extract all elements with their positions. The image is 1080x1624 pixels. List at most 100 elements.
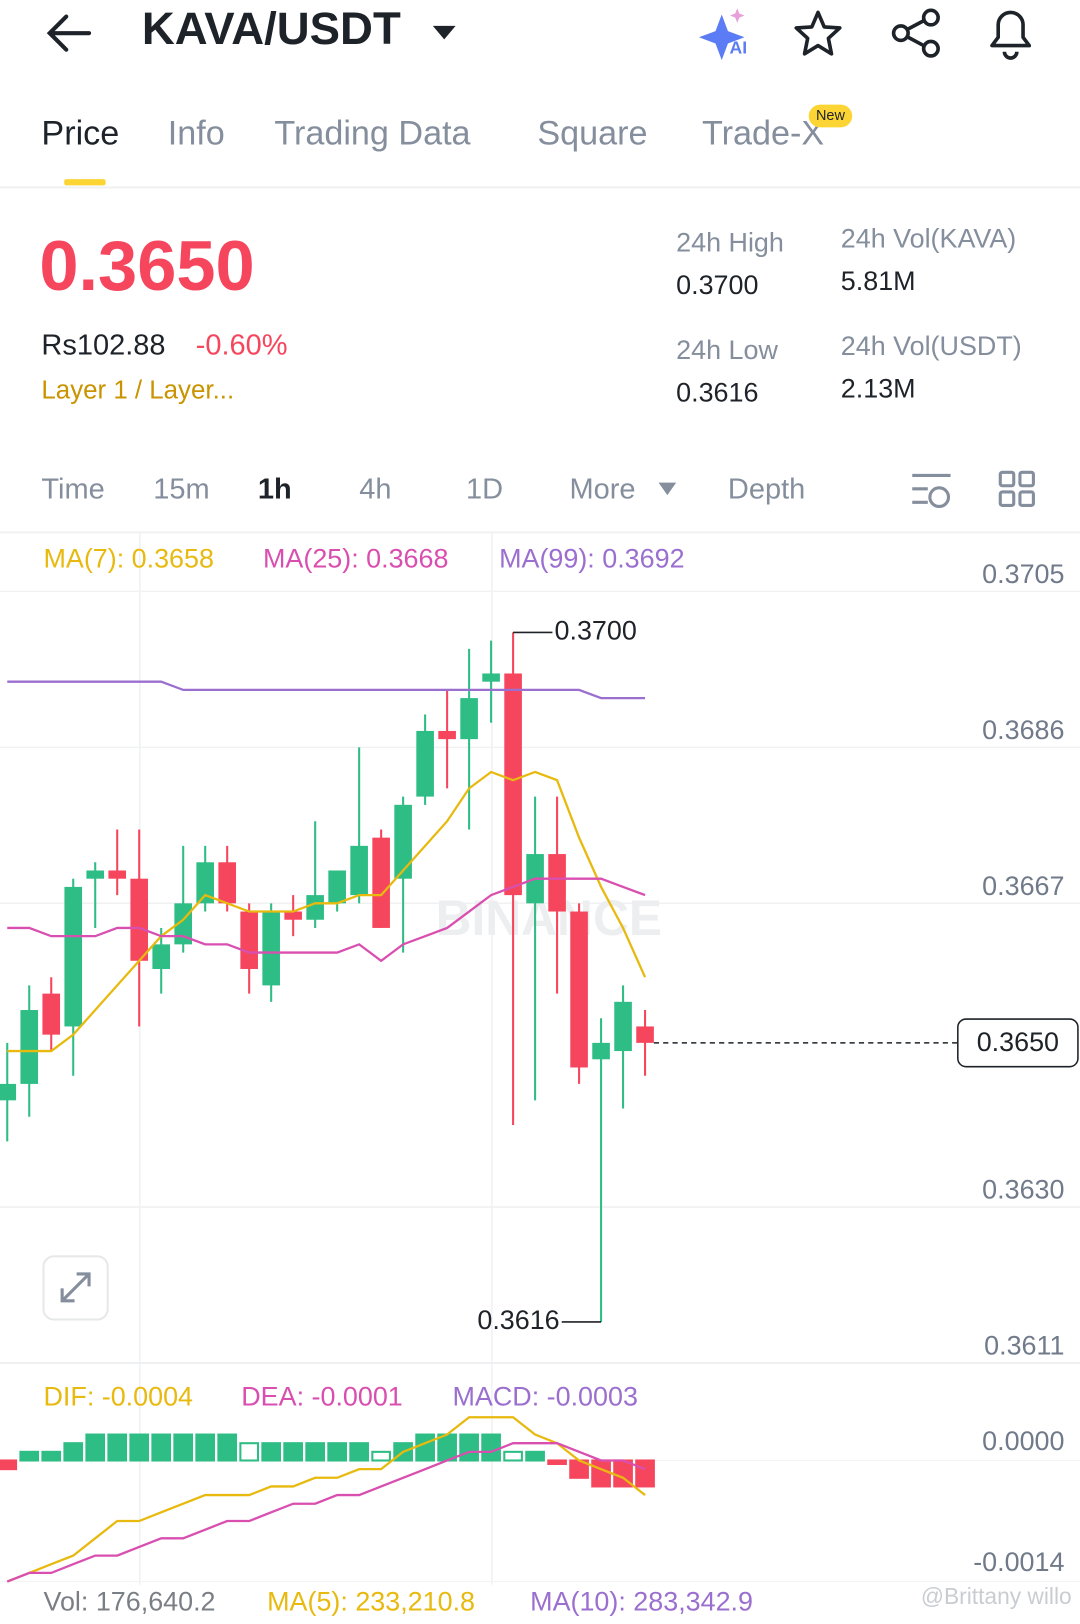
interval[interactable]: 15m [153,474,209,506]
stat-label: 24h Low [676,335,778,365]
candle-body [614,1001,632,1052]
legend-entry: DIF: -0.0004 [43,1381,193,1411]
y-tick-label: 0.3705 [982,559,1064,589]
macd-bar [415,1433,435,1462]
candle-body [64,886,83,1027]
stat-label: 24h Vol(KAVA) [841,223,1016,253]
candle-body [548,854,566,912]
indicator-settings[interactable] [912,473,951,509]
favorite-button[interactable] [794,10,842,56]
macd-bar [349,1442,369,1462]
layout-cell [998,490,1016,507]
legend-entry: MA(7): 0.3658 [43,543,213,573]
share-node [891,24,910,43]
price-change: -0.60% [196,330,288,362]
candle-body [416,730,434,797]
macd-bar [151,1433,172,1462]
y-tick-label: 0.0000 [982,1426,1064,1456]
ai-label: AI [729,37,747,57]
legend-entry: DEA: -0.0001 [241,1381,403,1411]
stat-label: 24h Vol(USDT) [841,331,1022,361]
pair-title[interactable]: KAVA/USDT [142,3,401,54]
macd-line [6,1442,646,1583]
stat-value: 2.13M [841,374,916,404]
y-tick-label: 0.3611 [984,1331,1064,1361]
macd-bar [283,1442,304,1462]
last-price-label: 0.3650 [977,1027,1059,1057]
interval[interactable]: 1h [258,474,292,506]
share-node [921,8,940,27]
tab[interactable]: Info [168,115,225,153]
new-badge-label: New [816,108,846,124]
y-tick-label: 0.3667 [982,871,1064,901]
tab[interactable]: Square [537,115,647,153]
ai-spark [730,8,745,23]
back-button[interactable] [46,14,92,52]
active-tab-indicator [64,179,106,186]
interval[interactable]: Depth [728,474,805,506]
alert-button[interactable] [990,10,1032,60]
high-label: 0.3700 [555,616,637,646]
fullscreen-button[interactable] [42,1255,109,1321]
candle-body [218,862,236,904]
interval[interactable]: 4h [359,474,391,506]
ma-line [7,680,646,700]
y-tick-label: 0.3686 [982,715,1064,745]
bell [990,10,1032,48]
macd-bar [195,1433,216,1462]
share-button[interactable] [891,8,940,58]
candle-body [42,993,61,1035]
low-label: 0.3616 [477,1305,559,1335]
ai-button[interactable]: AI [698,8,747,61]
legend-entry: MACD: -0.0003 [453,1381,638,1411]
tab[interactable]: Trade-X [702,115,824,153]
candle-body [438,730,456,740]
candle-body [570,911,588,1068]
interval[interactable]: Time [41,474,104,506]
grid-layer [0,590,1080,1583]
interval[interactable]: 1D [466,474,503,506]
new-badge [808,104,853,128]
y-tick-label: 0.3630 [982,1175,1064,1205]
share-link [907,19,925,48]
macd-bar [459,1433,479,1462]
candle-body [240,911,258,969]
macd-bar [0,1459,18,1471]
volume-legend: MA(5): 233,210.8 [267,1586,475,1616]
sector-tag[interactable]: Layer 1 / Layer... [41,376,234,404]
tab[interactable]: Trading Data [274,115,470,153]
layout-button[interactable] [998,470,1035,507]
last-price-box [957,1018,1079,1068]
macd-bar [525,1450,545,1462]
ai-star [698,14,745,61]
macd-bar [327,1442,347,1462]
macd-line [6,1416,646,1583]
macd-bar [173,1433,194,1462]
macd-bar [547,1459,567,1465]
candle-body [592,1042,610,1060]
candle-body [196,862,214,904]
tab[interactable]: Price [41,115,119,153]
candle-body [306,895,324,920]
volume-legend: Vol: 176,640.2 [43,1586,215,1616]
candle-body [394,804,412,879]
fiat-price: Rs102.88 [41,330,165,362]
share-node [921,39,940,58]
macd-bar [481,1433,501,1462]
macd-bar [591,1459,611,1488]
macd-bar [371,1450,391,1462]
interval[interactable]: More [570,474,636,506]
macd-bar [63,1442,84,1462]
watermark-user: @Brittany willo [921,1583,1072,1609]
legend-entry: MA(25): 0.3668 [263,543,448,573]
candle-body [108,870,127,879]
more-dropdown[interactable] [658,482,677,496]
settings-lines [912,473,951,504]
pair-dropdown[interactable] [432,25,456,40]
macd-bar [129,1433,150,1462]
y-tick-label: -0.0014 [973,1547,1064,1577]
macd-bar [41,1450,62,1462]
macd-bar [635,1459,655,1488]
candle-body [372,837,390,928]
